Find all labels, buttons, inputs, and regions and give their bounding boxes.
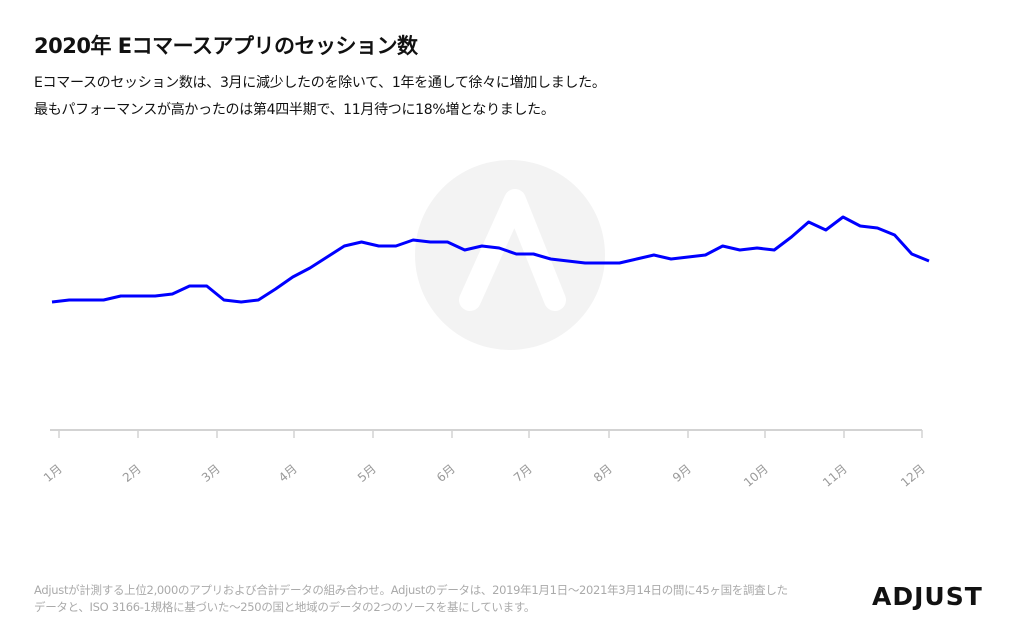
watermark-logo [415,160,605,350]
subtitle-line-2: 最もパフォーマンスが高かったのは第4四半期で、11月待つに18%増となりました。 [34,102,555,118]
x-tick-label: 10月 [741,462,771,490]
x-tick-label: 9月 [670,462,694,485]
x-tick-label: 4月 [276,462,300,485]
x-tick-label: 12月 [898,462,928,490]
subtitle-line-1: Eコマースのセッション数は、3月に減少したのを除いて、1年を通して徐々に増加しま… [34,75,606,91]
line-chart: 1月 2月 3月 4月 5月 6月 7月 8月 9月 10月 11月 12月 [41,160,930,490]
x-tick-label: 11月 [820,462,850,490]
footer-note: Adjustが計測する上位2,000のアプリおよび合計データの組み合わせ。Adj… [34,582,788,616]
footer-line-1: Adjustが計測する上位2,000のアプリおよび合計データの組み合わせ。Adj… [34,583,788,597]
x-tick-label: 5月 [355,462,379,485]
x-tick-label: 1月 [41,462,65,485]
adjust-logo: ADJUST [872,582,983,611]
x-tick-label: 7月 [511,462,535,485]
x-tick-label: 2月 [120,462,144,485]
x-tick-label: 3月 [199,462,223,485]
chart-title: 2020年 Eコマースアプリのセッション数 [34,34,418,58]
x-tick-label: 8月 [591,462,615,485]
series-line [51,215,930,304]
x-tick-label: 6月 [434,462,458,485]
footer-line-2: データと、ISO 3166-1規格に基づいた〜250の国と地域のデータの2つのソ… [34,600,536,614]
